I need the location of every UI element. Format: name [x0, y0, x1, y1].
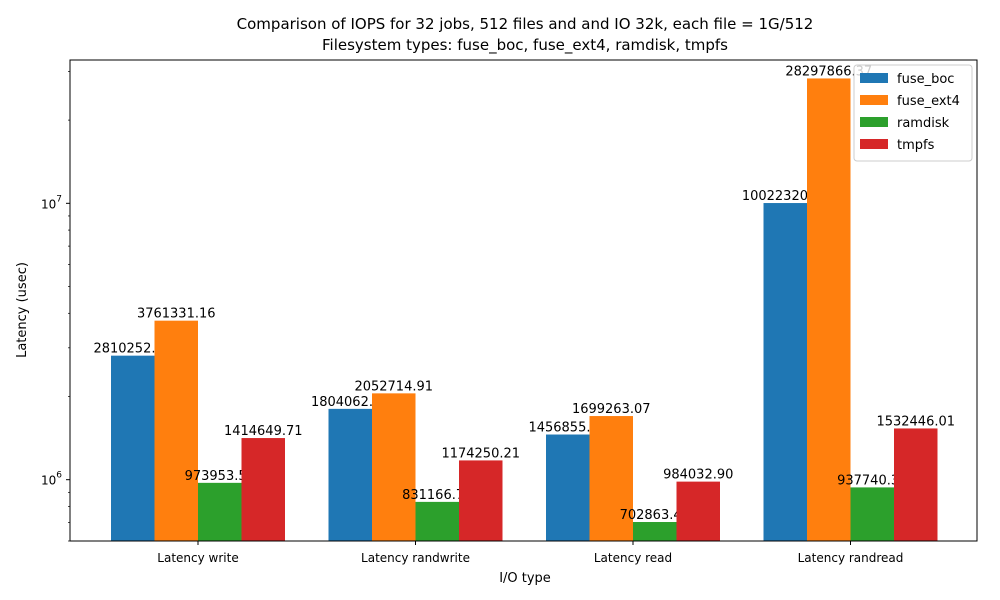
x-tick-label: Latency randwrite	[361, 551, 470, 565]
bar-fuse_ext4-0	[154, 320, 198, 541]
bar-tmpfs-0	[241, 438, 285, 541]
bar-value-label: 984032.90	[663, 468, 733, 483]
plot-frame	[69, 59, 978, 542]
bar-value-label: 1532446.01	[876, 414, 955, 429]
bar-value-label: 28297866.37	[785, 64, 872, 79]
bar-fuse_boc-1	[328, 408, 372, 541]
y-tick-label: 107	[41, 194, 62, 211]
bar-fuse_ext4-1	[372, 393, 416, 541]
x-tick-label: Latency read	[594, 551, 672, 565]
bar-tmpfs-1	[459, 460, 503, 541]
y-tick-label: 106	[41, 471, 62, 488]
bar-value-label: 1699263.07	[572, 402, 651, 417]
bar-value-label: 1456855.61	[528, 421, 607, 436]
legend-label-ramdisk: ramdisk	[897, 116, 950, 131]
bar-value-label: 1414649.71	[224, 424, 303, 439]
bar-ramdisk-3	[850, 487, 894, 541]
bar-value-label: 10022320.74	[742, 189, 829, 204]
legend-swatch-fuse_boc	[860, 73, 888, 83]
chart-subtitle: Filesystem types: fuse_boc, fuse_ext4, r…	[322, 36, 728, 55]
bar-fuse_ext4-3	[807, 78, 851, 541]
bar-ramdisk-0	[198, 482, 242, 541]
bar-value-label: 702863.40	[620, 508, 690, 523]
chart-title: Comparison of IOPS for 32 jobs, 512 file…	[237, 15, 814, 33]
bar-value-label: 831166.79	[402, 488, 472, 503]
bar-value-label: 1174250.21	[441, 446, 520, 461]
legend-swatch-ramdisk	[860, 117, 888, 127]
y-axis-label: Latency (usec)	[15, 262, 30, 358]
bar-fuse_ext4-2	[589, 416, 633, 541]
bar-value-label: 1804062.43	[311, 395, 390, 410]
bar-fuse_boc-3	[763, 203, 807, 542]
bar-ramdisk-2	[633, 522, 677, 541]
bar-tmpfs-2	[676, 481, 720, 541]
x-axis-label: I/O type	[499, 571, 551, 586]
legend-label-fuse_boc: fuse_boc	[897, 72, 954, 87]
legend-box	[853, 64, 973, 162]
bar-fuse_boc-0	[111, 355, 155, 541]
x-tick-label: Latency randread	[798, 551, 904, 565]
bar-ramdisk-1	[415, 501, 459, 541]
bar-value-label: 3761331.16	[137, 307, 216, 322]
legend-swatch-tmpfs	[860, 139, 888, 149]
bar-fuse_boc-2	[546, 434, 590, 541]
bar-value-label: 2052714.91	[354, 379, 433, 394]
x-tick-label: Latency write	[157, 551, 238, 565]
bar-value-label: 937740.34	[837, 473, 907, 488]
plot-area: 2810252.43 1804062.43 1456855.61 10022320.7…	[41, 64, 955, 565]
bar-value-label: 2810252.43	[93, 342, 172, 357]
bar-value-label: 973953.55	[185, 469, 255, 484]
legend-label-fuse_ext4: fuse_ext4	[897, 94, 960, 109]
legend-label-tmpfs: tmpfs	[897, 138, 935, 153]
legend-swatch-fuse_ext4	[860, 95, 888, 105]
bar-tmpfs-3	[894, 428, 938, 541]
